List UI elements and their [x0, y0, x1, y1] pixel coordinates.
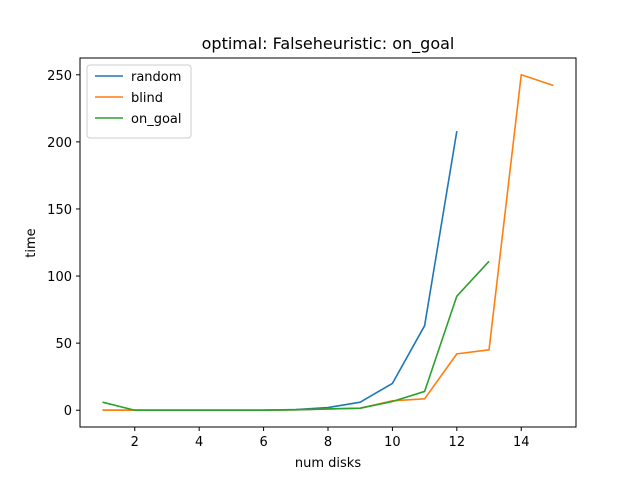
x-tick-label: 12	[449, 435, 466, 450]
chart-title: optimal: Falseheuristic: on_goal	[202, 34, 455, 54]
x-axis-label: num disks	[295, 456, 361, 471]
x-tick-label: 2	[131, 435, 139, 450]
y-tick-label: 100	[47, 270, 72, 285]
legend-label-random: random	[131, 70, 181, 85]
x-axis-ticks: 2 4 6 8 10 12 14	[131, 427, 530, 450]
legend: random blind on_goal	[86, 64, 192, 139]
legend-box	[86, 64, 192, 139]
y-tick-label: 200	[47, 136, 72, 151]
y-axis-label: time	[24, 228, 39, 257]
series-line-on-goal	[102, 260, 490, 412]
x-tick-label: 4	[195, 435, 203, 450]
legend-label-blind: blind	[131, 91, 163, 106]
y-tick-label: 0	[64, 404, 72, 419]
x-tick-label: 6	[259, 435, 267, 450]
y-axis-ticks: 0 50 100 150 200 250	[47, 69, 80, 419]
y-tick-label: 250	[47, 69, 72, 84]
series-lines	[102, 73, 554, 412]
x-tick-label: 14	[513, 435, 530, 450]
legend-label-on-goal: on_goal	[131, 112, 181, 127]
x-tick-label: 8	[324, 435, 332, 450]
y-tick-label: 150	[47, 203, 72, 218]
plot-frame	[79, 57, 577, 428]
y-tick-label: 50	[55, 337, 72, 352]
x-tick-label: 10	[384, 435, 401, 450]
